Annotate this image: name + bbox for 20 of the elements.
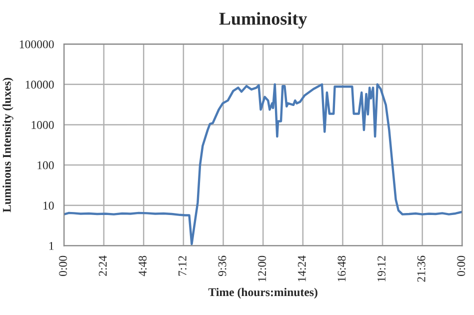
x-tick-label: 21:36 xyxy=(417,256,426,282)
x-tick-label: 0:00 xyxy=(457,256,466,276)
x-tick-label: 14:24 xyxy=(298,256,306,282)
y-tick-label: 100000 xyxy=(20,40,54,48)
y-tick-label: 100 xyxy=(38,161,54,170)
y-tick-label: 1000 xyxy=(32,120,54,129)
x-tick-label: 0:00 xyxy=(58,256,67,276)
x-tick-label: 12:00 xyxy=(258,256,266,282)
chart-title: Luminosity xyxy=(219,12,308,29)
y-tick-label: 10 xyxy=(44,202,54,210)
x-tick-label: 19:12 xyxy=(378,256,386,282)
x-tick-label: 16:48 xyxy=(338,256,346,282)
x-tick-label: 7:12 xyxy=(178,256,186,276)
y-axis-title: Luminous Intensity (luxes) xyxy=(2,78,14,212)
x-axis-title: Time (hours:minutes) xyxy=(208,288,318,299)
x-tick-label: 2:24 xyxy=(98,256,107,276)
x-tick-label: 9:36 xyxy=(218,256,226,276)
y-tick-label: 10000 xyxy=(26,80,54,89)
y-tick-label: 1 xyxy=(49,242,54,250)
x-tick-label: 4:48 xyxy=(138,256,147,276)
